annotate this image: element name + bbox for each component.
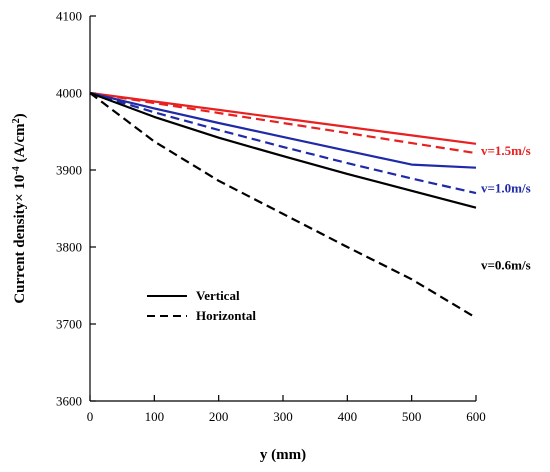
x-tick-label: 0 [87,409,94,424]
plot-area [89,16,476,402]
x-tick-label: 200 [209,409,229,424]
x-tick-label: 300 [273,409,293,424]
series-line-0-6m-s-vertical [89,91,477,209]
y-tick-label: 3600 [56,394,82,409]
annotation-v-1-0: v=1.0m/s [481,181,531,196]
legend-label-vertical: Vertical [196,288,240,303]
x-tick-label: 400 [338,409,358,424]
series-lines [89,91,477,319]
y-axis-title-close: ) [12,113,28,118]
x-axis-title: y (mm) [260,447,306,463]
series-line-1-0m-s-horizontal [89,91,477,195]
legend-label-horizontal: Horizontal [196,308,256,323]
velocity-annotations: v=1.5m/s v=1.0m/s v=0.6m/s [481,143,531,273]
series-line-0-6m-s-horizontal [89,92,477,319]
y-axis-title-unit-exponent: 2 [11,118,22,123]
x-tick-label: 600 [466,409,486,424]
y-axis-ticks: 3600 3700 3800 3900 4000 4100 [56,9,96,409]
annotation-v-1-5: v=1.5m/s [481,143,531,158]
y-axis-title-main: Current density× 10 [12,175,28,304]
y-axis-title-exponent: -4 [11,166,22,174]
y-tick-label: 3900 [56,163,82,178]
x-axis-ticks: 0 100 200 300 400 500 600 [87,395,486,424]
y-tick-label: 4000 [56,86,82,101]
x-tick-label: 500 [402,409,422,424]
y-tick-label: 3800 [56,240,82,255]
legend: Vertical Horizontal [147,288,256,323]
y-axis-title-unit: (A/cm [12,123,28,166]
y-tick-label: 4100 [56,9,82,24]
annotation-v-0-6: v=0.6m/s [481,258,531,273]
y-tick-label: 3700 [56,317,82,332]
y-axis-title: Current density× 10-4 (A/cm2) [11,113,29,303]
x-tick-label: 100 [145,409,165,424]
series-line-1-5m-s-vertical [89,91,477,145]
series-line-1-0m-s-vertical [89,91,477,169]
series-line-1-5m-s-horizontal [89,91,477,155]
